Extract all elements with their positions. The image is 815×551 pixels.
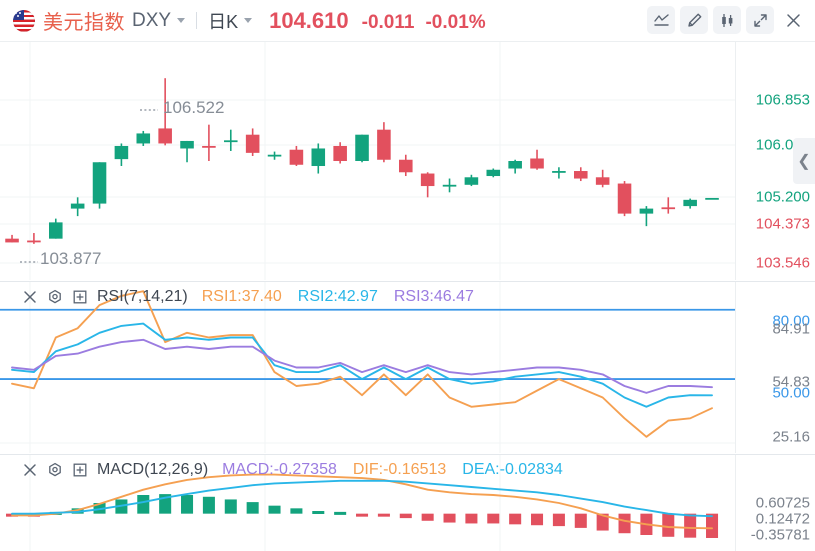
- header-toolbar: [642, 6, 807, 34]
- macd-legend: MACD(12,26,9) MACD:-0.27358 DIF:-0.16513…: [0, 455, 579, 485]
- axis-tick: -0.35781: [750, 526, 810, 544]
- draw-pencil-icon[interactable]: [680, 6, 708, 34]
- macd-value: MACD:-0.27358: [222, 461, 337, 478]
- chevron-left-icon[interactable]: ❮: [793, 138, 815, 184]
- dea-value: DEA:-0.02834: [462, 461, 563, 478]
- macd-chart: [6, 455, 719, 551]
- rsi-axis[interactable]: 80.00 84.91 54.83 50.00 25.16: [735, 282, 815, 453]
- rsi2-value: RSI2:42.97: [297, 288, 378, 305]
- axis-tick: 50.00: [772, 384, 810, 402]
- dif-value: DIF:-0.16513: [352, 461, 447, 478]
- axis-tick: 54.83: [772, 373, 810, 391]
- rsi1-value: RSI1:37.40: [201, 288, 282, 305]
- price-axis[interactable]: 106.853 106.026 105.200 104.373 103.546: [735, 42, 815, 280]
- price-plot[interactable]: [0, 42, 735, 280]
- close-icon[interactable]: [22, 462, 38, 478]
- expand-plus-icon[interactable]: [72, 289, 88, 305]
- candlestick-icon[interactable]: [713, 6, 741, 34]
- rsi-panel: RSI(7,14,21) RSI1:37.40 RSI2:42.97 RSI3:…: [0, 281, 815, 453]
- macd-plot[interactable]: [0, 455, 735, 551]
- macd-panel: MACD(12,26,9) MACD:-0.27358 DIF:-0.16513…: [0, 454, 815, 551]
- close-icon[interactable]: [22, 289, 38, 305]
- macd-axis: 0.60725 0.12472 -0.35781: [735, 455, 815, 551]
- close-icon[interactable]: [779, 6, 807, 34]
- rsi3-value: RSI3:46.47: [393, 288, 474, 305]
- rsi-chart: [0, 282, 735, 453]
- price-change-percent: -0.01%: [425, 11, 486, 33]
- chevron-down-icon-symbol[interactable]: [177, 18, 186, 23]
- rsi-name[interactable]: RSI(7,14,21): [97, 288, 188, 305]
- axis-tick: 80.00: [772, 312, 810, 330]
- quote-block: 104.610 -0.011 -0.01%: [269, 8, 486, 34]
- axis-tick: 103.546: [755, 254, 810, 272]
- settings-gear-icon[interactable]: [47, 289, 63, 305]
- period-selector-label[interactable]: 日K: [208, 11, 239, 32]
- axis-tick: 106.853: [755, 91, 810, 109]
- axis-tick: 84.91: [772, 320, 810, 338]
- rsi-legend: RSI(7,14,21) RSI1:37.40 RSI2:42.97 RSI3:…: [0, 282, 490, 312]
- price-change: -0.011: [361, 11, 415, 33]
- us-flag-icon: [13, 9, 35, 32]
- high-price-annotation: 106.522: [163, 98, 225, 117]
- axis-tick: 105.200: [755, 188, 810, 206]
- axis-tick: 0.60725: [755, 494, 810, 512]
- axis-tick: 104.373: [755, 215, 810, 233]
- expand-plus-icon[interactable]: [72, 462, 88, 478]
- chevron-down-icon-period[interactable]: [244, 18, 253, 23]
- expand-icon[interactable]: [746, 6, 774, 34]
- axis-tick: 25.16: [772, 428, 810, 446]
- candlestick-chart: [0, 42, 735, 280]
- chart-header: 美元指数 DXY 日K 104.610 -0.011 -0.01%: [0, 0, 815, 42]
- axis-tick: 0.12472: [755, 510, 810, 528]
- low-price-annotation: 103.877: [40, 249, 102, 268]
- symbol-name: 美元指数: [43, 12, 125, 34]
- price-panel: 106.522 103.877 106.853 106.026 105.200 104…: [0, 42, 815, 280]
- last-price: 104.610: [269, 7, 349, 33]
- indicator-icon[interactable]: [647, 6, 675, 34]
- rsi-plot[interactable]: [0, 282, 735, 453]
- settings-gear-icon[interactable]: [47, 462, 63, 478]
- macd-name[interactable]: MACD(12,26,9): [97, 461, 209, 478]
- symbol-code[interactable]: DXY: [132, 9, 172, 31]
- header-divider: [196, 12, 198, 29]
